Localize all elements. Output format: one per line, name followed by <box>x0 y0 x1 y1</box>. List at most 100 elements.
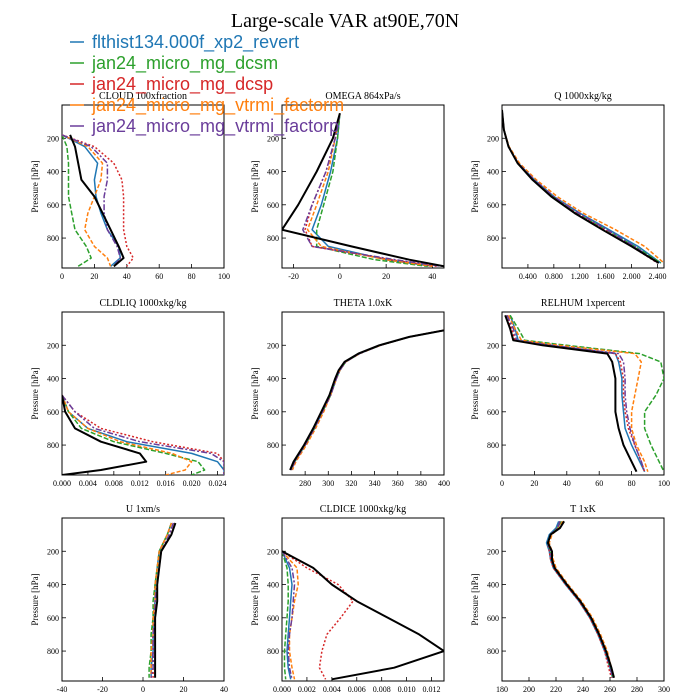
y-tick-label: 800 <box>487 647 499 656</box>
panel-title: Q 1000xkg/kg <box>554 91 612 102</box>
panel-title: U 1xm/s <box>126 504 160 515</box>
plot-frame <box>501 311 665 476</box>
series-line-1 <box>290 329 444 471</box>
y-tick-label: 400 <box>267 581 279 590</box>
y-tick-label: 800 <box>47 234 59 243</box>
x-tick-label: 0.800 <box>545 272 563 281</box>
x-tick-label: 0.020 <box>183 479 201 488</box>
y-tick-label: 200 <box>47 341 59 350</box>
x-tick-label: 0.002 <box>298 685 316 694</box>
series-line-6 <box>502 109 660 264</box>
x-tick-label: 0.004 <box>323 685 341 694</box>
y-tick-label: 600 <box>267 614 279 623</box>
x-tick-label: 0.008 <box>105 479 123 488</box>
panel-2: OMEGA 864xPa/s Pressure [hPa] -20 0 20 40 200 4… <box>250 91 445 281</box>
y-tick-label: 800 <box>487 441 499 450</box>
y-tick-label: 600 <box>487 408 499 417</box>
y-axis-label: Pressure [hPa] <box>250 160 260 212</box>
y-tick-label: 200 <box>267 547 279 556</box>
y-tick-label: 200 <box>47 134 59 143</box>
plot-frame <box>501 517 665 682</box>
series-line-1 <box>62 394 224 475</box>
panel-9: T 1xK Pressure [hPa] 180 200 220 240 260 280 300… <box>470 504 670 694</box>
series-line-4 <box>548 520 615 678</box>
x-tick-label: 40 <box>123 272 131 281</box>
y-tick-label: 400 <box>487 581 499 590</box>
legend-entry: jan24_micro_mg_vtrmi_factorm <box>91 95 344 116</box>
series-line-3 <box>282 550 354 680</box>
plot-frame <box>61 104 225 269</box>
x-tick-label: 340 <box>369 479 381 488</box>
series-line-4 <box>62 134 112 267</box>
panel-title: THETA 1.0xK <box>334 298 393 309</box>
x-tick-label: 260 <box>604 685 616 694</box>
panel-4: CLDLIQ 1000xkg/kg Pressure [hPa] 0.000 0.00… <box>30 298 227 488</box>
series-line-4 <box>507 314 649 472</box>
y-tick-label: 200 <box>47 547 59 556</box>
series-line-1 <box>502 109 662 264</box>
series-lines <box>148 522 177 678</box>
legend: flthist134.000f_xp2_revertjan24_micro_mg… <box>70 32 344 137</box>
x-tick-label: 0 <box>500 479 504 488</box>
series-line-3 <box>304 113 438 268</box>
plot-frame <box>281 104 445 269</box>
plot-frame <box>281 517 445 682</box>
y-tick-label: 600 <box>47 614 59 623</box>
plot-frame <box>61 311 225 476</box>
y-axis-label: Pressure [hPa] <box>470 367 480 419</box>
x-tick-label: 0.012 <box>131 479 149 488</box>
x-tick-label: 2.400 <box>649 272 667 281</box>
x-tick-label: 1.600 <box>597 272 615 281</box>
y-tick-label: 400 <box>267 375 279 384</box>
y-axis-label: Pressure [hPa] <box>470 160 480 212</box>
y-tick-label: 600 <box>47 408 59 417</box>
plot-frame <box>281 311 445 476</box>
panels: CLOUD 100xfraction Pressure [hPa] 0 20 40 60 8… <box>30 91 670 694</box>
x-tick-label: 80 <box>628 479 636 488</box>
y-tick-label: 600 <box>487 201 499 210</box>
x-tick-label: 280 <box>631 685 643 694</box>
x-tick-label: 0.010 <box>398 685 416 694</box>
panel-3: Q 1000xkg/kg Pressure [hPa] 0.400 0.800 1.20… <box>470 91 667 281</box>
series-lines <box>545 520 615 678</box>
series-lines <box>282 550 444 681</box>
series-line-2 <box>290 329 444 471</box>
series-line-2 <box>509 314 664 473</box>
series-line-6 <box>289 329 444 471</box>
series-line-4 <box>291 329 444 471</box>
panel-title: RELHUM 1xpercent <box>541 298 625 309</box>
x-tick-label: 0.400 <box>519 272 537 281</box>
x-tick-label: 60 <box>155 272 163 281</box>
legend-entry: jan24_micro_mg_dcsm <box>91 53 278 74</box>
series-line-2 <box>62 134 92 267</box>
x-tick-label: 20 <box>530 479 538 488</box>
x-tick-label: 0.012 <box>423 685 441 694</box>
series-line-4 <box>62 394 193 475</box>
y-axis-label: Pressure [hPa] <box>30 367 40 419</box>
y-tick-label: 400 <box>267 168 279 177</box>
series-line-6 <box>62 395 148 475</box>
y-tick-label: 200 <box>267 134 279 143</box>
x-tick-label: -20 <box>97 685 108 694</box>
series-line-1 <box>311 113 433 268</box>
y-axis-label: Pressure [hPa] <box>250 367 260 419</box>
series-line-5 <box>290 329 444 471</box>
x-tick-label: 240 <box>577 685 589 694</box>
y-tick-label: 400 <box>487 168 499 177</box>
series-lines <box>282 113 444 268</box>
x-tick-label: 0.016 <box>157 479 175 488</box>
y-tick-label: 800 <box>487 234 499 243</box>
y-tick-label: 600 <box>267 408 279 417</box>
panel-title: OMEGA 864xPa/s <box>325 91 400 102</box>
series-line-1 <box>282 550 293 680</box>
y-axis-label: Pressure [hPa] <box>470 573 480 625</box>
series-line-3 <box>290 329 444 471</box>
legend-entry: jan24_micro_mg_vtrmi_factorp <box>91 116 339 137</box>
series-line-6 <box>69 134 125 268</box>
y-tick-label: 800 <box>267 441 279 450</box>
series-line-6 <box>504 314 638 473</box>
x-tick-label: 20 <box>382 272 390 281</box>
series-lines <box>289 329 444 471</box>
panel-title: CLOUD 100xfraction <box>99 91 187 102</box>
